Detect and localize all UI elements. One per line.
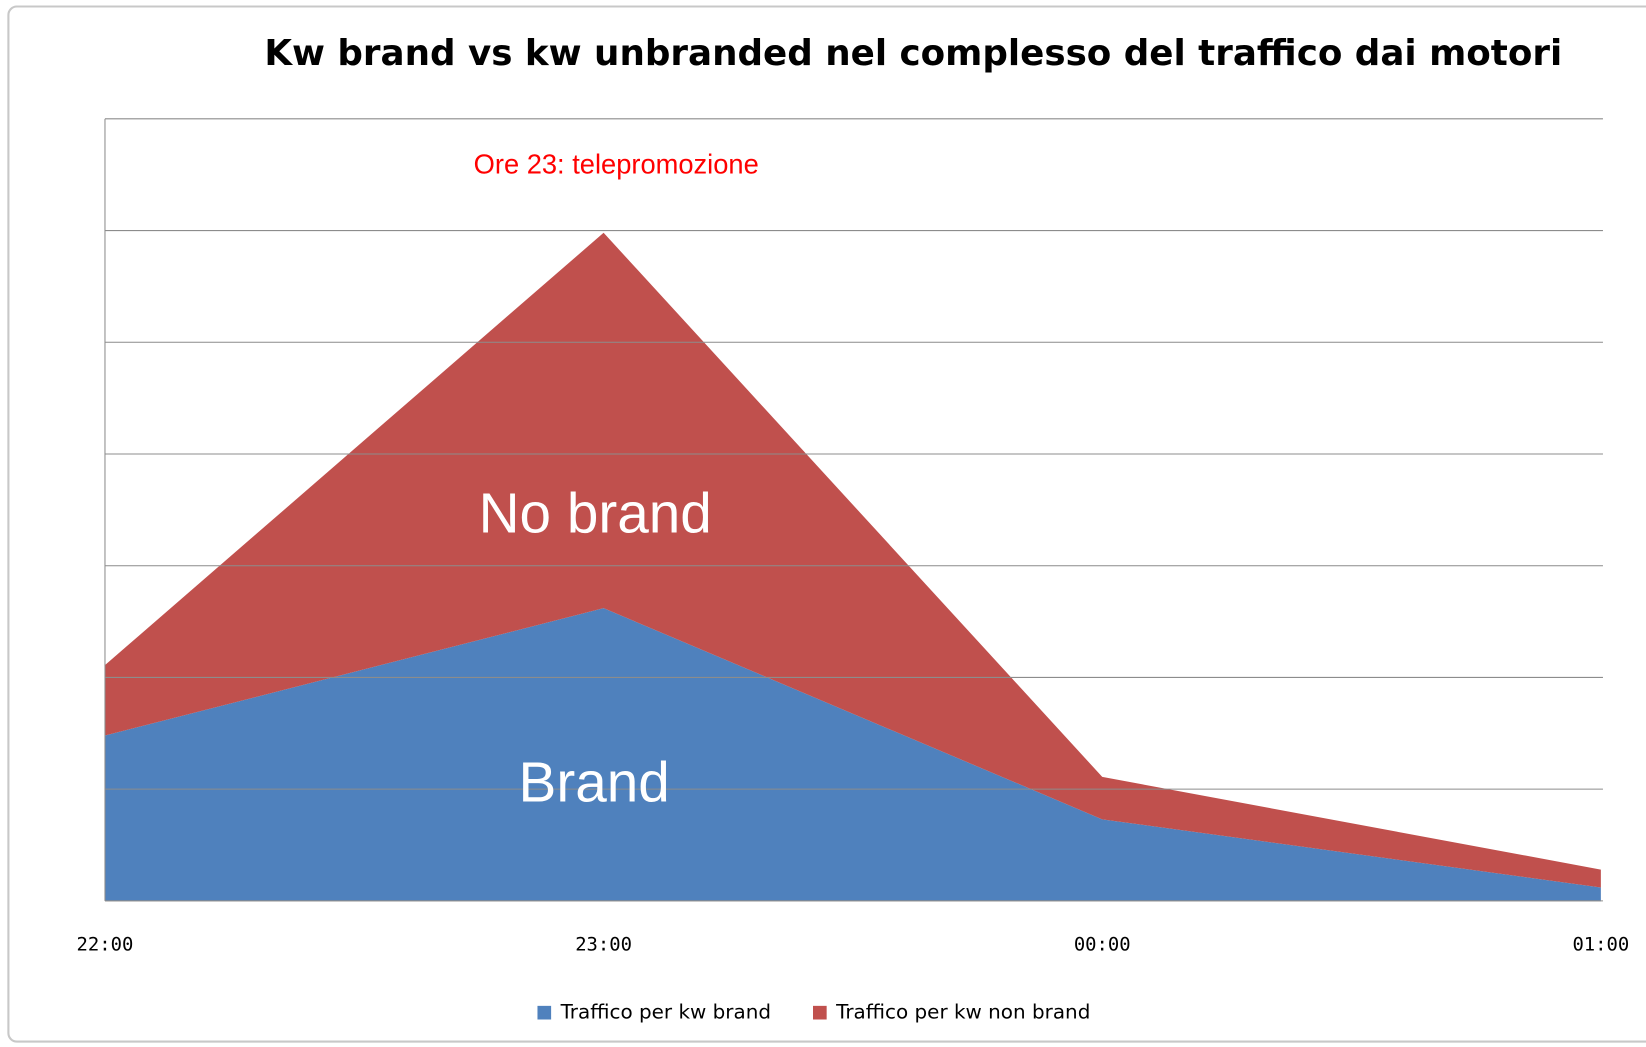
x-tick-label: 01:00 [1572, 933, 1629, 955]
annotation: Brand [519, 751, 670, 814]
area [104, 232, 1601, 888]
annotation: Ore 23: telepromozione [474, 148, 759, 179]
x-tick-label: 23:00 [575, 933, 632, 955]
legend-swatch [813, 1005, 827, 1020]
annotation: No brand [479, 483, 712, 546]
areas [104, 232, 1601, 901]
legend-swatch [537, 1005, 552, 1020]
x-tick-label: 00:00 [1074, 933, 1131, 955]
chart-title: Kw brand vs kw unbranded nel complesso d… [264, 33, 1562, 74]
legend-label: Traffico per kw brand [560, 1000, 771, 1024]
area [104, 608, 1601, 901]
x-tick-label: 22:00 [77, 933, 134, 955]
legend-label: Traffico per kw non brand [835, 1000, 1090, 1024]
